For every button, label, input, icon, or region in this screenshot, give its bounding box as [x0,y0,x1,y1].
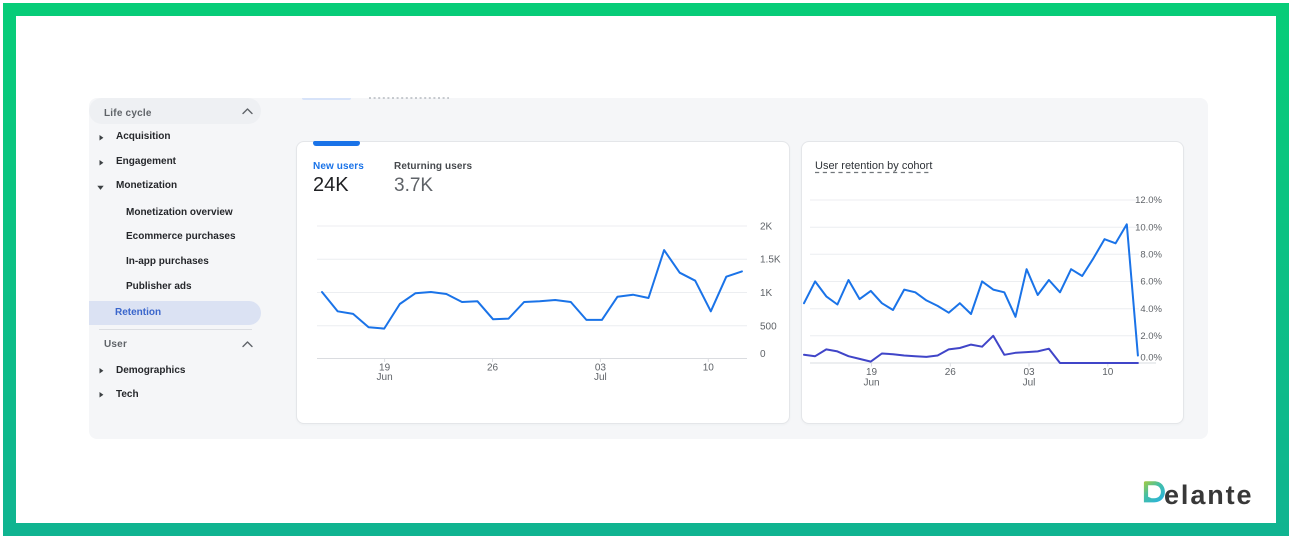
svg-text:500: 500 [760,321,777,332]
svg-text:Jul: Jul [1023,378,1036,389]
svg-text:03: 03 [595,363,607,374]
svg-text:10: 10 [703,363,715,374]
svg-text:6.0%: 6.0% [1140,277,1162,288]
svg-text:Jun: Jun [863,378,879,389]
svg-text:0.0%: 0.0% [1140,353,1162,364]
svg-text:0: 0 [760,349,766,360]
svg-text:03: 03 [1023,367,1035,378]
svg-text:10.0%: 10.0% [1135,222,1162,233]
svg-text:26: 26 [487,363,499,374]
svg-text:19: 19 [379,363,391,374]
svg-text:Jul: Jul [594,372,607,383]
svg-text:8.0%: 8.0% [1140,250,1162,261]
svg-text:4.0%: 4.0% [1140,304,1162,315]
svg-text:10: 10 [1102,367,1114,378]
svg-text:19: 19 [866,367,878,378]
svg-text:26: 26 [945,367,957,378]
svg-text:2K: 2K [760,222,773,233]
svg-text:2.0%: 2.0% [1140,331,1162,342]
svg-text:1K: 1K [760,288,773,299]
svg-text:Jun: Jun [377,372,393,383]
svg-text:1.5K: 1.5K [760,255,781,266]
svg-text:12.0%: 12.0% [1135,195,1162,206]
